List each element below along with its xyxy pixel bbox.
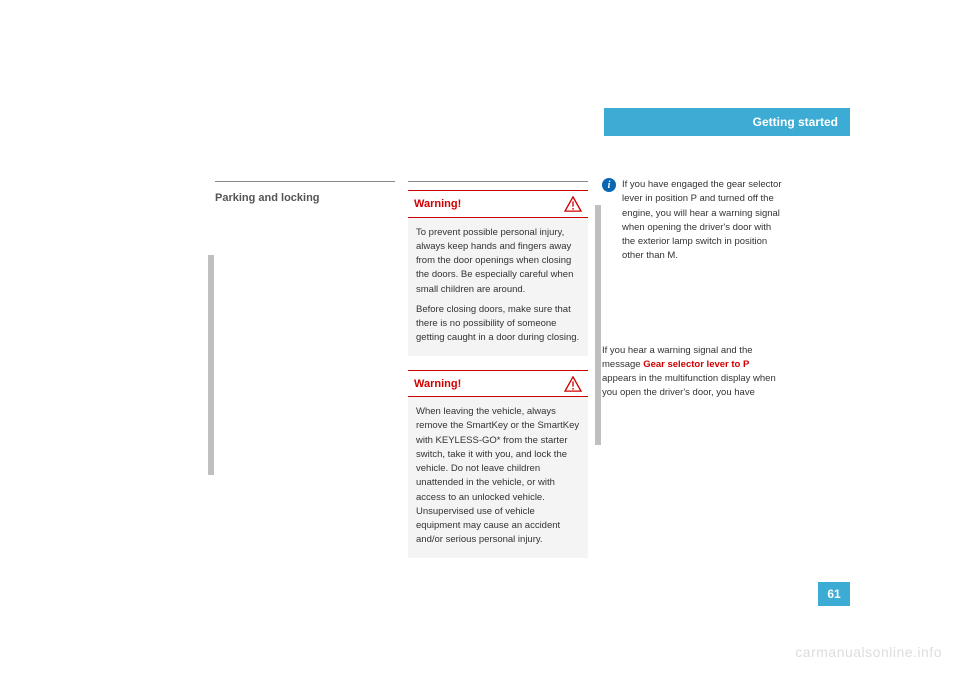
warning-text: When leaving the vehicle, always remove … xyxy=(416,405,580,548)
info-note-1: i If you have engaged the gear selector … xyxy=(602,178,782,264)
info-text: If you have engaged the gear selector le… xyxy=(622,178,782,264)
warning-box-2: Warning! When leaving the vehicle, alway… xyxy=(408,370,588,558)
warning-title: Warning! xyxy=(414,376,461,393)
header-tab-label: Getting started xyxy=(753,115,838,129)
warning-body: When leaving the vehicle, always remove … xyxy=(408,397,588,558)
info-text: If you hear a warning signal and the mes… xyxy=(602,344,782,401)
page-number-value: 61 xyxy=(827,587,840,601)
page-number: 61 xyxy=(818,582,850,606)
warning-header: Warning! xyxy=(408,190,588,218)
warning-text: To prevent possible personal injury, alw… xyxy=(416,226,580,297)
section-heading: Parking and locking xyxy=(215,190,395,207)
watermark: carmanualsonline.info xyxy=(795,644,942,660)
column-1: Parking and locking xyxy=(215,178,395,213)
info-note-2: If you hear a warning signal and the mes… xyxy=(602,344,782,401)
gray-strip-right xyxy=(595,205,601,445)
column-3: i If you have engaged the gear selector … xyxy=(602,178,782,407)
info-icon: i xyxy=(602,178,616,192)
warning-body: To prevent possible personal injury, alw… xyxy=(408,218,588,356)
info-text-red: Gear selector lever to P xyxy=(643,359,749,370)
column-2: Warning! To prevent possible personal in… xyxy=(408,178,588,572)
column-rule xyxy=(215,181,395,182)
page: Getting started Parking and locking Warn… xyxy=(0,0,960,678)
warning-triangle-icon xyxy=(564,376,582,392)
warning-triangle-icon xyxy=(564,196,582,212)
header-tab: Getting started xyxy=(604,108,850,136)
info-text-b: appears in the multifunction display whe… xyxy=(602,373,776,398)
gray-strip-left xyxy=(208,255,214,475)
column-rule xyxy=(408,181,588,182)
warning-box-1: Warning! To prevent possible personal in… xyxy=(408,190,588,356)
warning-text: Before closing doors, make sure that the… xyxy=(416,303,580,346)
warning-title: Warning! xyxy=(414,196,461,213)
warning-header: Warning! xyxy=(408,370,588,398)
